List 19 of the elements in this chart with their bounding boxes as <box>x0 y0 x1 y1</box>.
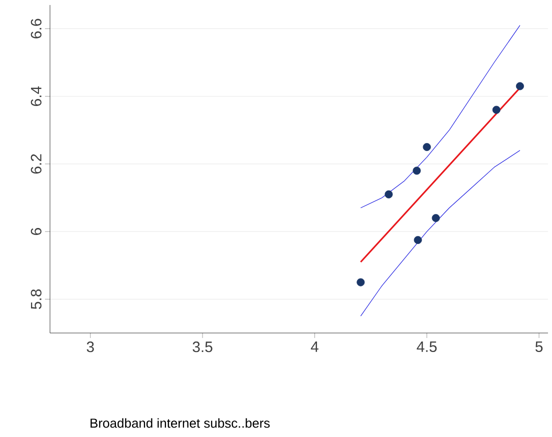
point <box>384 190 393 198</box>
x-tick-label: 3.5 <box>192 342 212 352</box>
x-tick-label: 5 <box>535 342 543 352</box>
point <box>492 106 500 114</box>
y-tick-label: 5.8 <box>30 289 42 310</box>
x-tick-label: 3 <box>86 342 94 352</box>
point <box>432 214 440 222</box>
y-tick-label: 6.4 <box>30 86 42 106</box>
text: Broadband internet subsc..bers <box>90 418 270 428</box>
x-tick-label: 4 <box>310 342 318 352</box>
y-tick-label: 6.2 <box>30 154 42 174</box>
y-tick-label: 6 <box>30 228 42 235</box>
y-tick-label: 6.6 <box>30 18 42 38</box>
point <box>422 143 431 152</box>
x-tick-label: 4.5 <box>416 342 437 352</box>
point <box>516 82 524 90</box>
point <box>356 278 365 286</box>
point <box>414 236 422 244</box>
point <box>412 166 421 175</box>
